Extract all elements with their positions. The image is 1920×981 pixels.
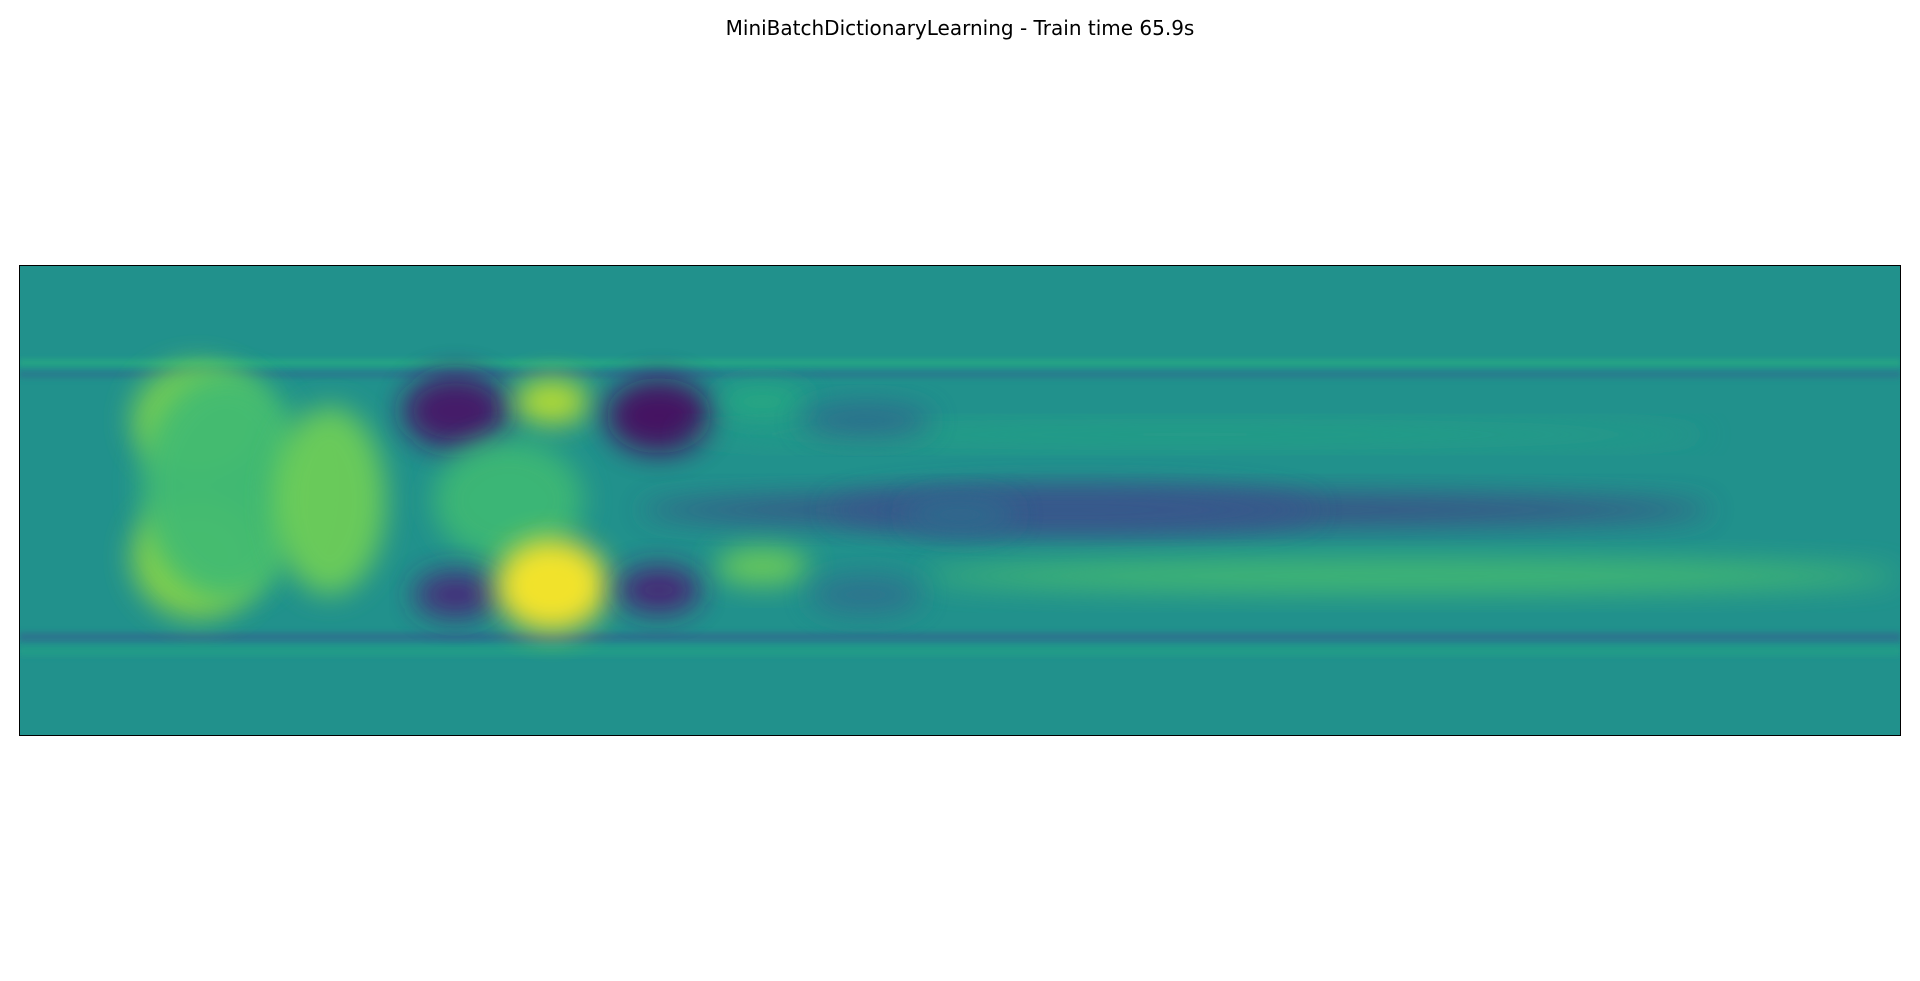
heatmap-upper-dark-band	[19, 370, 1901, 379]
heatmap-upper-light-streak	[677, 425, 1713, 444]
heatmap-upper-dark-smudge	[800, 403, 932, 437]
heatmap-lower-light-streak	[922, 559, 1901, 593]
heatmap-small-bright-lower	[715, 547, 810, 586]
plot-frame	[19, 265, 1901, 736]
heatmap-dark-1-lower	[414, 571, 498, 619]
heatmap-lower-dark-band	[19, 632, 1901, 642]
heatmap-bright-2-upper	[513, 378, 590, 426]
heatmap-arc	[273, 406, 386, 595]
heatmap-central-dark-core	[828, 486, 1318, 534]
heatmap-dark-1-upper	[402, 373, 509, 449]
heatmap-small-light-upper	[715, 385, 810, 419]
heatmap-dark-3-upper	[606, 378, 712, 454]
heatmap-lower-mid-dark	[809, 575, 923, 614]
heatmap-bright-2-lower	[495, 538, 609, 633]
heatmap-dark-3-lower	[617, 566, 701, 614]
heatmap-mid-left-light	[433, 439, 584, 562]
heatmap-upper-thin-band	[19, 359, 1901, 367]
heatmap-features	[19, 359, 1901, 656]
heatmap-left-head-core	[141, 373, 311, 600]
heatmap-central-dark-tip	[903, 495, 1017, 534]
heatmap-lower-thin-band	[19, 646, 1901, 656]
chart-title: MiniBatchDictionaryLearning - Train time…	[725, 16, 1195, 40]
